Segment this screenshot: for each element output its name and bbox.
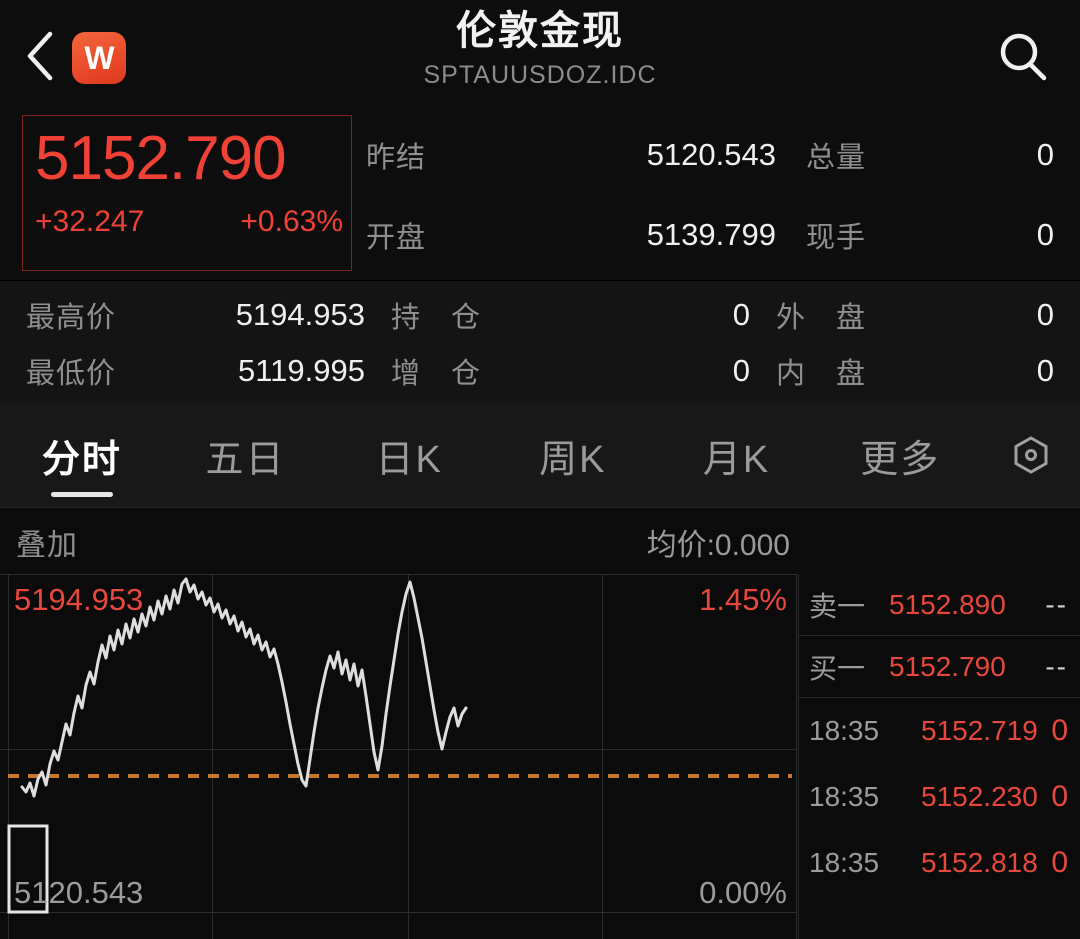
price-line xyxy=(20,577,468,798)
stat-value-low: 5119.995 xyxy=(238,353,365,388)
intraday-chart[interactable]: 5194.953 1.45% 5120.543 0.00% xyxy=(0,574,797,939)
order-book-divider-2 xyxy=(799,697,1080,698)
average-price-label: 均价:0.000 xyxy=(646,529,790,562)
chart-settings-button[interactable] xyxy=(982,403,1080,507)
trade-tick-row[interactable]: 18:35 5152.719 0 xyxy=(799,698,1080,764)
quote-stats-top: 昨结 5120.543 总量 0 开盘 5139.799 现手 0 xyxy=(366,118,1080,272)
tab-label-intraday: 分时 xyxy=(41,438,122,481)
logo-letter: W xyxy=(84,40,114,76)
bid1-volume: -- xyxy=(1045,650,1068,682)
order-book-row-bid1[interactable]: 买一 5152.790 -- xyxy=(799,636,1080,697)
stat-value-outer-disc: 0 xyxy=(1036,297,1054,332)
trade-tick-row[interactable]: 18:35 5152.818 0 xyxy=(799,830,1080,896)
ask1-label: 卖一 xyxy=(809,590,866,622)
tick-time: 18:35 xyxy=(809,847,880,878)
stat-value-position-change: 0 xyxy=(732,353,750,388)
volume-bar xyxy=(7,824,49,914)
chart-canvas xyxy=(0,574,797,939)
tab-label-weekly-k: 周K xyxy=(539,438,607,481)
tick-volume: 0 xyxy=(1051,846,1068,879)
tab-intraday[interactable]: 分时 xyxy=(0,403,164,507)
chart-axis-low-pct: 0.00% xyxy=(699,875,787,910)
search-icon xyxy=(1000,33,1047,81)
last-price-box[interactable]: 5152.790 +32.247 +0.63% xyxy=(22,115,352,271)
tick-price: 5152.818 xyxy=(921,847,1038,878)
tab-weekly-k[interactable]: 周K xyxy=(491,403,655,507)
stat-label-high: 最高价 xyxy=(26,302,117,334)
hexagon-settings-icon xyxy=(1014,436,1048,474)
tab-label-five-day: 五日 xyxy=(205,438,286,481)
stat-value-prev-close: 5120.543 xyxy=(646,137,776,172)
chevron-left-icon xyxy=(27,31,53,81)
tab-more[interactable]: 更多 xyxy=(818,403,982,507)
quote-summary: 5152.790 +32.247 +0.63% 昨结 5120.543 总量 0… xyxy=(0,112,1080,280)
stat-label-prev-close: 昨结 xyxy=(366,142,427,174)
stat-label-current-volume: 现手 xyxy=(806,222,867,254)
price-change: +32.247 xyxy=(35,205,145,238)
tick-price: 5152.230 xyxy=(921,781,1038,812)
page-title: 伦敦金现 xyxy=(456,9,624,53)
bid1-price: 5152.790 xyxy=(889,650,1006,682)
header-title-group: 伦敦金现 SPTAUUSDOZ.IDC xyxy=(0,6,1080,92)
chart-axis-high-pct: 1.45% xyxy=(699,582,787,617)
app-header: W 伦敦金现 SPTAUUSDOZ.IDC xyxy=(0,0,1080,112)
chart-and-book-region: 5194.953 1.45% 5120.543 0.00% 卖一 5152.89… xyxy=(0,574,1080,939)
instrument-code: SPTAUUSDOZ.IDC xyxy=(423,61,657,89)
stat-value-high: 5194.953 xyxy=(235,297,365,332)
tick-time: 18:35 xyxy=(809,715,880,746)
price-change-pct: +0.63% xyxy=(240,205,343,238)
tick-price: 5152.719 xyxy=(921,715,1038,746)
app-logo[interactable]: W xyxy=(72,32,126,84)
quote-stats-secondary: 最高价 5194.953 持 仓 0 外 盘 0 最低价 5119.995 增 … xyxy=(0,280,1080,403)
chart-overlay-bar: 叠加 均价:0.000 xyxy=(0,507,1080,574)
search-button[interactable] xyxy=(994,28,1052,86)
stat-label-total-volume: 总量 xyxy=(806,142,867,174)
stat-label-outer-disc: 外 盘 xyxy=(776,302,867,334)
price-change-row: +32.247 +0.63% xyxy=(23,202,351,242)
ask1-price: 5152.890 xyxy=(889,588,1006,620)
tab-monthly-k[interactable]: 月K xyxy=(655,403,819,507)
trade-tick-row[interactable]: 18:35 5152.230 0 xyxy=(799,764,1080,830)
chart-axis-low-price: 5120.543 xyxy=(14,875,144,910)
overlay-button[interactable]: 叠加 xyxy=(16,529,78,562)
order-book-panel: 卖一 5152.890 -- 买一 5152.790 -- 18:35 5152… xyxy=(798,574,1080,939)
tick-time: 18:35 xyxy=(809,781,880,812)
tick-volume: 0 xyxy=(1051,714,1068,747)
stat-value-open-interest: 0 xyxy=(732,297,750,332)
stat-label-open-interest: 持 仓 xyxy=(391,302,482,334)
tab-label-monthly-k: 月K xyxy=(702,438,771,481)
stat-label-low: 最低价 xyxy=(26,358,117,390)
stat-value-total-volume: 0 xyxy=(1036,137,1054,172)
tab-label-daily-k: 日K xyxy=(375,438,443,481)
chart-axis-high-price: 5194.953 xyxy=(14,582,144,617)
ask1-volume: -- xyxy=(1045,588,1068,620)
stat-value-current-volume: 0 xyxy=(1036,217,1054,252)
last-price: 5152.790 xyxy=(35,124,287,193)
stat-label-open: 开盘 xyxy=(366,222,427,254)
bid1-label: 买一 xyxy=(809,652,866,684)
stat-value-inner-disc: 0 xyxy=(1036,353,1054,388)
chart-period-tabs: 分时 五日 日K 周K 月K 更多 xyxy=(0,403,1080,507)
order-book-row-ask1[interactable]: 卖一 5152.890 -- xyxy=(799,574,1080,635)
stat-value-open: 5139.799 xyxy=(646,217,776,252)
stat-label-position-change: 增 仓 xyxy=(391,358,482,390)
stat-label-inner-disc: 内 盘 xyxy=(776,358,867,390)
tab-five-day[interactable]: 五日 xyxy=(164,403,328,507)
order-book-divider xyxy=(799,635,1080,636)
tab-daily-k[interactable]: 日K xyxy=(327,403,491,507)
tick-volume: 0 xyxy=(1051,780,1068,813)
tab-label-more: 更多 xyxy=(860,438,941,481)
back-button[interactable] xyxy=(24,30,58,82)
